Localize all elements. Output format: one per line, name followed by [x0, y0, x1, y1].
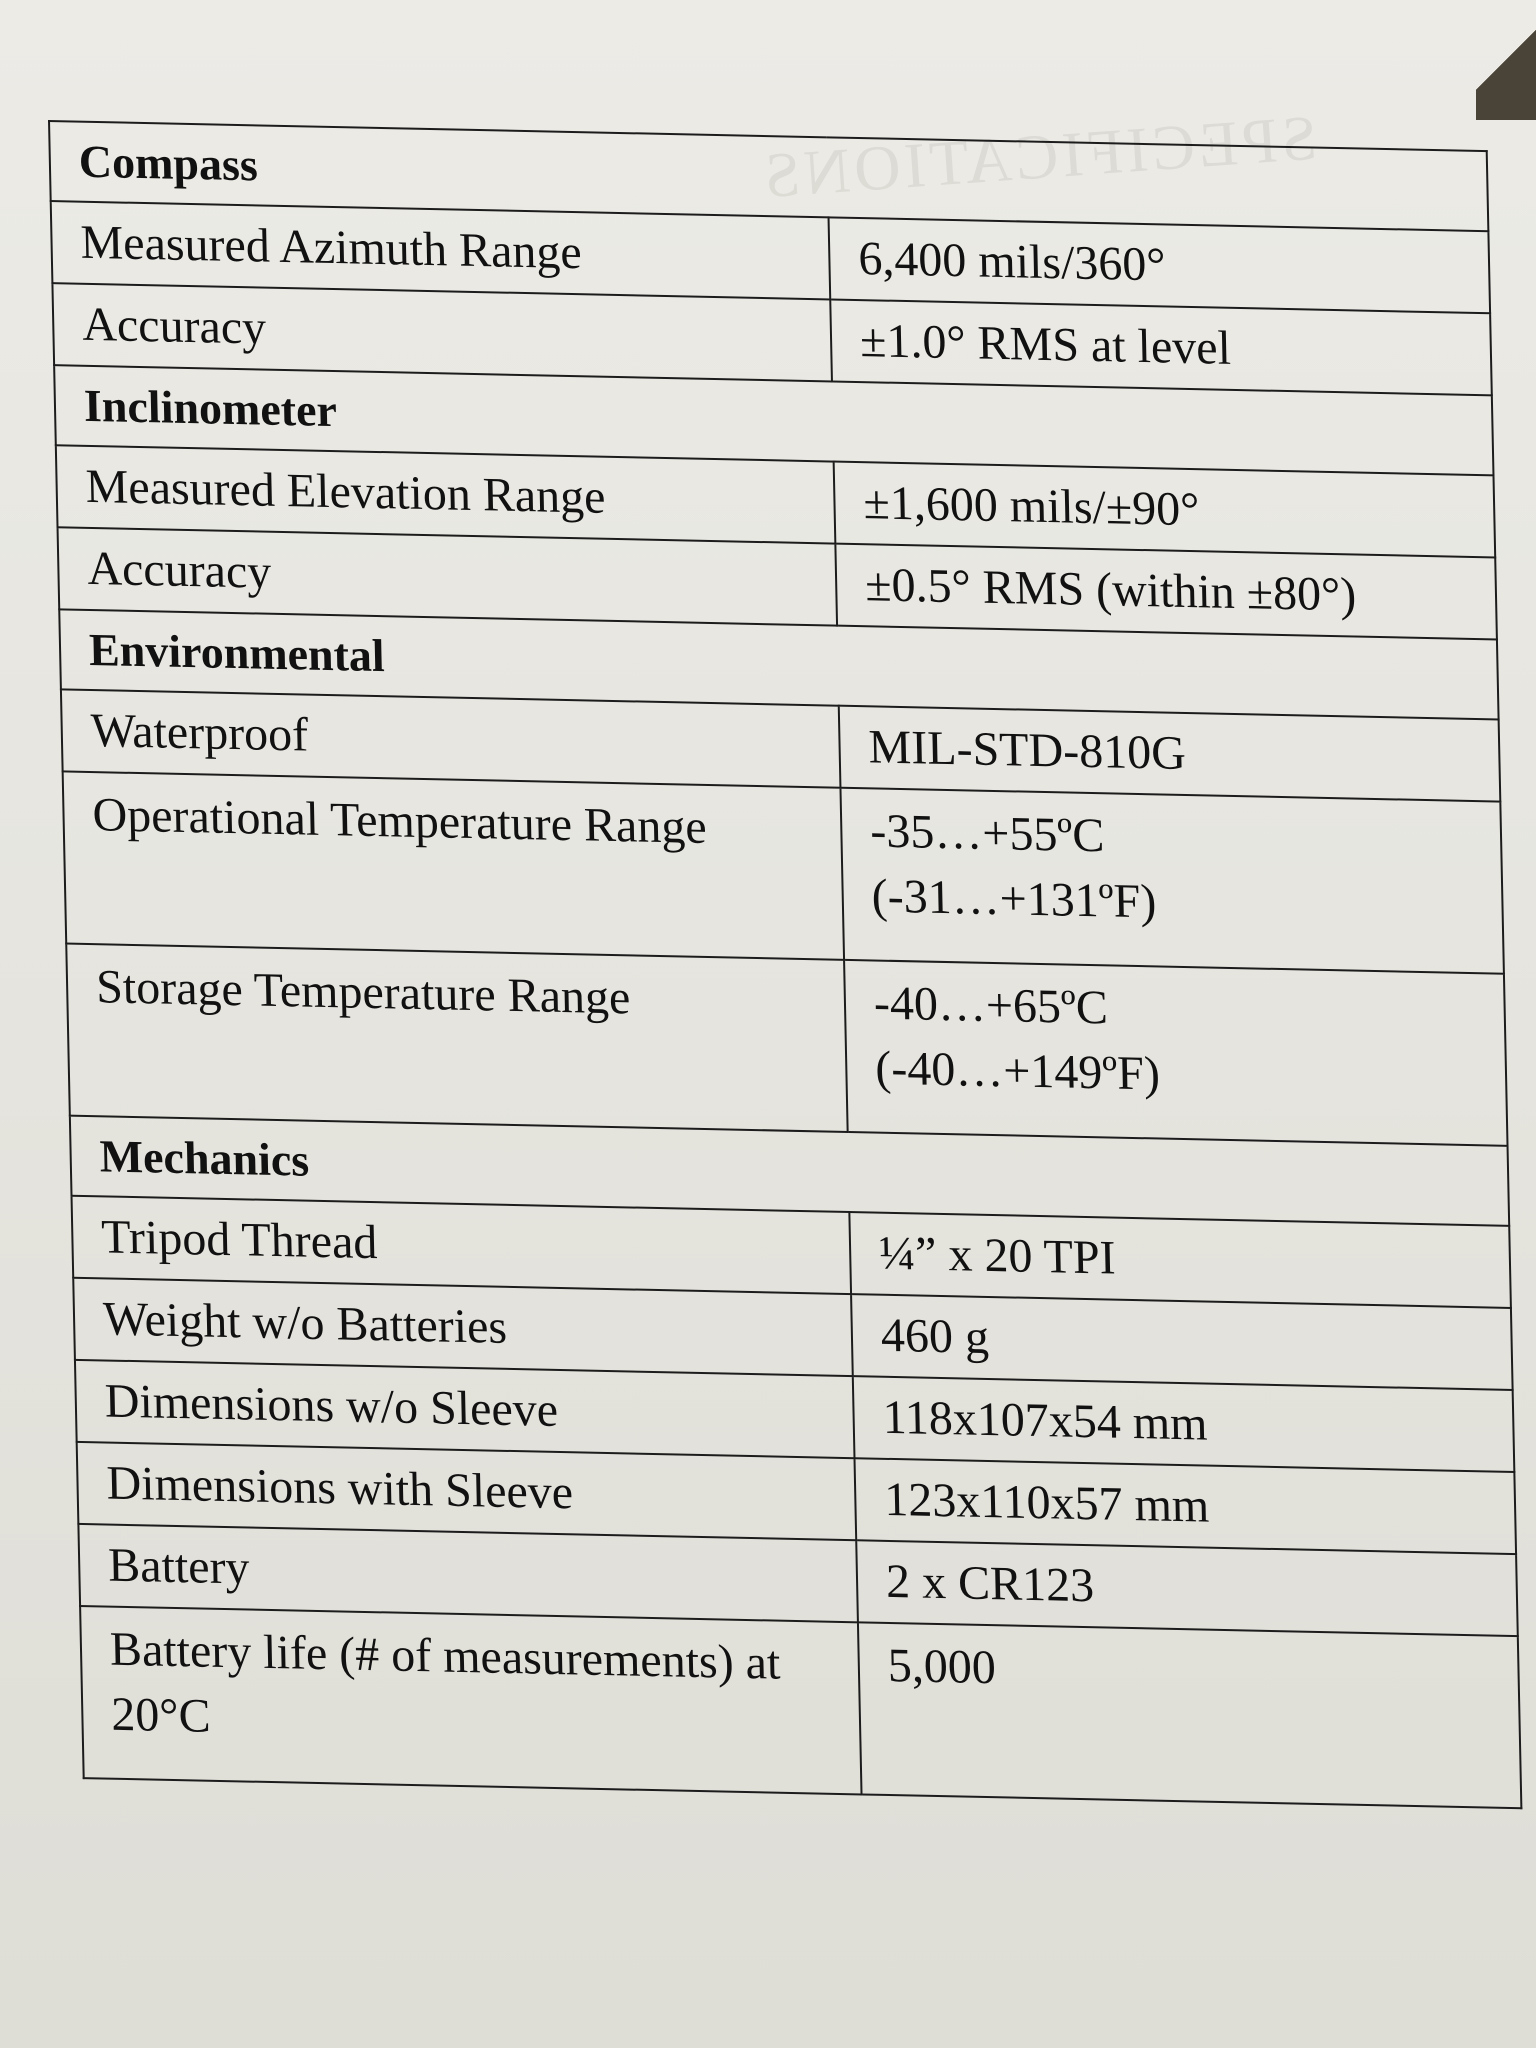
spec-value: ¼” x 20 TPI	[849, 1212, 1511, 1308]
spec-value: -40…+65ºC	[873, 976, 1109, 1035]
spec-label: Operational Temperature Range	[62, 771, 845, 960]
spec-value: ±0.5° RMS (within ±80°)	[835, 543, 1497, 640]
table-row: Operational Temperature Range -35…+55ºC …	[62, 771, 1504, 974]
spec-value: ±1.0° RMS at level	[830, 299, 1492, 396]
spec-value: 460 g	[851, 1294, 1513, 1390]
spec-value: MIL-STD-810G	[838, 705, 1501, 802]
specifications-table: Compass Measured Azimuth Range 6,400 mil…	[48, 120, 1522, 1809]
spec-value-cell: -40…+65ºC (-40…+149ºF)	[844, 959, 1508, 1146]
spec-value-cell: -35…+55ºC (-31…+131ºF)	[840, 787, 1504, 974]
spec-value: 118x107x54 mm	[852, 1376, 1515, 1473]
table-row: Battery life (# of measurements) at 20°C…	[80, 1605, 1522, 1809]
spec-value: 2 x CR123	[856, 1540, 1518, 1637]
spec-value-secondary: (-31…+131ºF)	[871, 869, 1157, 929]
spec-value: 6,400 mils/360°	[828, 217, 1491, 314]
spec-value: 5,000	[857, 1622, 1522, 1809]
spec-value: -35…+55ºC	[869, 804, 1105, 863]
page-corner-shadow	[1476, 0, 1536, 120]
spec-value-secondary: (-40…+149ºF)	[874, 1041, 1161, 1101]
spec-label: Storage Temperature Range	[66, 943, 848, 1132]
table-row: Storage Temperature Range -40…+65ºC (-40…	[66, 943, 1508, 1146]
spec-label: Battery life (# of measurements) at 20°C	[80, 1605, 862, 1795]
spec-value: ±1,600 mils/±90°	[833, 461, 1496, 558]
spec-value: 123x110x57 mm	[854, 1458, 1517, 1555]
